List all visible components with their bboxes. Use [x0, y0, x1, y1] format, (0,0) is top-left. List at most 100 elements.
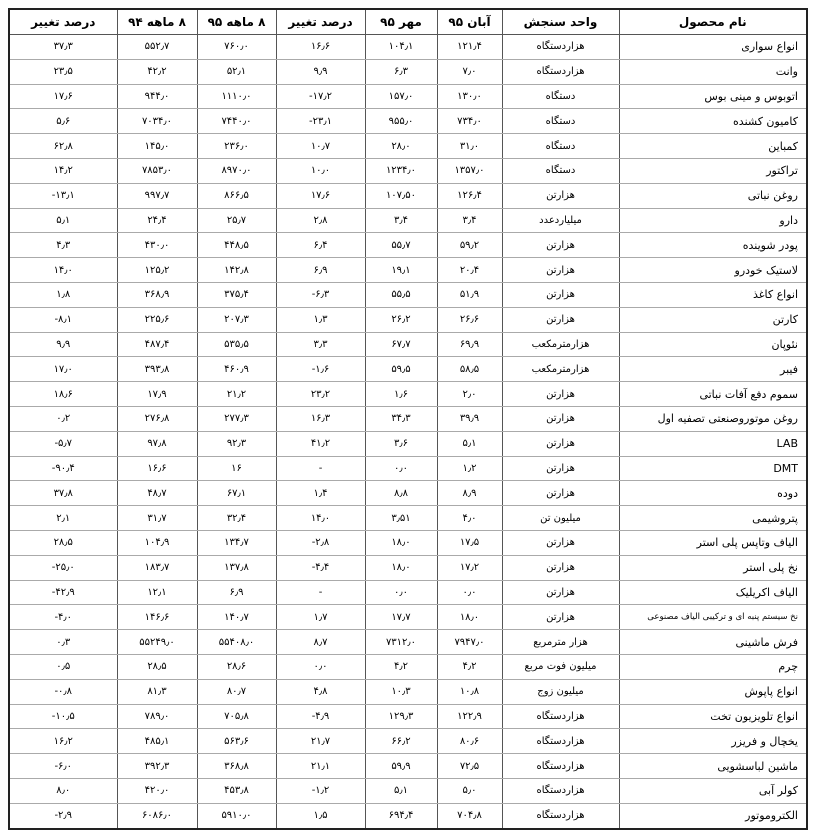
cell-monthly-change: ۲۳٫۲	[275, 381, 366, 407]
cell-mehr-95: ۰٫۰	[364, 580, 438, 606]
cell-unit: دستگاه	[501, 133, 620, 159]
cell-aban-95: ۱۸٫۰	[436, 604, 503, 631]
cell-mehr-95: ۴٫۲	[364, 654, 438, 680]
table-row: سموم دفع آفات نباتی هزارتن ۲٫۰ ۱٫۶ ۲۳٫۲ ۲۱٫۲ ۱…	[8, 381, 808, 407]
cell-unit: هزارتن	[501, 604, 620, 631]
cell-aban-95: ۳۹٫۹	[436, 406, 503, 432]
cell-8-month-95: ۱۶	[196, 456, 277, 482]
cell-8-month-change: -۲٫۹	[8, 803, 118, 830]
cell-aban-95: ۱۲۶٫۴	[436, 183, 503, 209]
table-row: روغن نباتی هزارتن ۱۲۶٫۴ ۱۰۷٫۵۰ ۱۷٫۶ ۸۶۶٫۵ ۹۹۷٫…	[8, 183, 808, 209]
cell-8-month-94: ۲۸٫۵	[116, 654, 198, 680]
cell-product-name: الکتروموتور	[618, 803, 808, 830]
cell-aban-95: ۵۸٫۵	[436, 356, 503, 383]
cell-aban-95: ۱۷٫۵	[436, 530, 503, 556]
cell-8-month-change: -۱۰٫۵	[8, 704, 118, 730]
table-row: نخ سیستم پنبه ای و ترکیبی الیاف مصنوعی هز…	[8, 604, 808, 631]
cell-8-month-95: ۷۰۵٫۸	[196, 704, 277, 730]
table-row: اتوبوس و مینی بوس دستگاه ۱۳۰٫۰ ۱۵۷٫۰ -۱۷٫۲ ۱۱…	[8, 84, 808, 110]
table-row: کمباین دستگاه ۳۱٫۰ ۲۸٫۰ ۱۰٫۷ ۲۳۶٫۰ ۱۴۵٫۰ ۶۲٫۸	[8, 133, 808, 159]
cell-mehr-95: ۶۹۴٫۴	[364, 803, 438, 830]
header-unit: واحد سنجش	[501, 9, 620, 35]
cell-monthly-change: ۶٫۹	[275, 257, 366, 283]
cell-aban-95: ۱۲۱٫۴	[436, 34, 503, 60]
cell-8-month-95: ۱۴۲٫۸	[196, 257, 277, 283]
cell-product-name: پتروشیمی	[618, 505, 808, 531]
cell-product-name: انواع تلویزیون تخت	[618, 704, 808, 730]
cell-product-name: فرش ماشینی	[618, 629, 808, 655]
header-monthly-change: درصد تغییر	[275, 9, 366, 35]
cell-mehr-95: ۳٫۶	[364, 431, 438, 457]
cell-monthly-change: ۱۶٫۳	[275, 406, 366, 432]
cell-8-month-change: -۴٫۰	[8, 604, 118, 631]
cell-8-month-94: ۴۸۷٫۴	[116, 332, 198, 358]
cell-8-month-95: ۲۱٫۲	[196, 381, 277, 407]
cell-product-name: فیبر	[618, 356, 808, 383]
cell-product-name: انواع کاغذ	[618, 282, 808, 308]
table-row: نئوپان هزارمترمکعب ۶۹٫۹ ۶۷٫۷ ۳٫۳ ۵۳۵٫۵ ۴۸۷٫۴ ۹٫…	[8, 332, 808, 358]
cell-monthly-change: ۳٫۳	[275, 332, 366, 358]
cell-8-month-95: ۸۰٫۷	[196, 679, 277, 705]
cell-unit: دستگاه	[501, 108, 620, 135]
cell-8-month-change: ۱۷٫۶	[8, 84, 118, 110]
cell-unit: دستگاه	[501, 84, 620, 110]
cell-8-month-94: ۳۹۳٫۸	[116, 356, 198, 383]
cell-aban-95: ۱۷٫۲	[436, 555, 503, 581]
cell-product-name: کولر آبی	[618, 778, 808, 804]
header-product-name: نام محصول	[618, 9, 808, 35]
cell-monthly-change: -۲٫۸	[275, 530, 366, 556]
cell-8-month-94: ۷۸۵۳٫۰	[116, 158, 198, 184]
cell-product-name: لاستیک خودرو	[618, 257, 808, 283]
cell-8-month-95: ۷۶۰٫۰	[196, 34, 277, 60]
cell-mehr-95: ۲۶٫۲	[364, 307, 438, 333]
cell-8-month-95: ۱۳۴٫۷	[196, 530, 277, 556]
cell-8-month-change: -۹۰٫۴	[8, 456, 118, 482]
cell-8-month-94: ۳۱٫۷	[116, 505, 198, 531]
cell-monthly-change: ۱٫۴	[275, 480, 366, 507]
cell-8-month-94: ۴۸۵٫۱	[116, 728, 198, 755]
cell-monthly-change: ۲۱٫۷	[275, 728, 366, 755]
cell-8-month-94: ۱۴۵٫۰	[116, 133, 198, 159]
cell-mehr-95: ۱۸٫۰	[364, 555, 438, 581]
table-row: یخچال و فریزر هزاردستگاه ۸۰٫۶ ۶۶٫۲ ۲۱٫۷ ۵۶۳٫۶…	[8, 728, 808, 755]
cell-8-month-94: ۳۶۸٫۹	[116, 282, 198, 308]
cell-8-month-95: ۲۸٫۶	[196, 654, 277, 680]
cell-8-month-change: ۹٫۹	[8, 332, 118, 358]
table-row: دارو میلیاردعدد ۳٫۴ ۳٫۴ ۲٫۸ ۲۵٫۷ ۲۴٫۴ ۵٫۱	[8, 208, 808, 234]
cell-mehr-95: ۱۲۹٫۳	[364, 704, 438, 730]
cell-mehr-95: ۸٫۸	[364, 480, 438, 507]
cell-unit: هزاردستگاه	[501, 34, 620, 60]
header-8-month-95: ۸ ماهه ۹۵	[196, 9, 277, 35]
cell-8-month-94: ۸۱٫۳	[116, 679, 198, 705]
cell-aban-95: ۱۰٫۸	[436, 679, 503, 705]
cell-8-month-change: ۲۳٫۵	[8, 59, 118, 85]
cell-8-month-95: ۵۶۳٫۶	[196, 728, 277, 755]
cell-product-name: دوده	[618, 480, 808, 507]
cell-product-name: پودر شوینده	[618, 232, 808, 259]
cell-8-month-94: ۴۳۰٫۰	[116, 232, 198, 259]
cell-mehr-95: ۵۹٫۹	[364, 753, 438, 779]
cell-monthly-change: ۱۰٫۷	[275, 133, 366, 159]
cell-8-month-95: ۲۳۶٫۰	[196, 133, 277, 159]
cell-8-month-94: ۱۸۳٫۷	[116, 555, 198, 581]
cell-8-month-95: ۲۵٫۷	[196, 208, 277, 234]
cell-8-month-94: ۱۲۵٫۲	[116, 257, 198, 283]
cell-unit: هزاردستگاه	[501, 704, 620, 730]
cell-8-month-94: ۷۸۹٫۰	[116, 704, 198, 730]
table-row: وانت هزاردستگاه ۷٫۰ ۶٫۳ ۹٫۹ ۵۲٫۱ ۴۲٫۲ ۲۳٫۵	[8, 59, 808, 85]
table-row: تراکتور دستگاه ۱۳۵۷٫۰ ۱۲۳۴٫۰ ۱۰٫۰ ۸۹۷۰٫۰ ۷۸۵۳٫…	[8, 158, 808, 184]
cell-mehr-95: ۳٫۵۱	[364, 505, 438, 531]
cell-monthly-change: ۰٫۰	[275, 654, 366, 680]
table-row: پتروشیمی میلیون تن ۴٫۰ ۳٫۵۱ ۱۴٫۰ ۳۲٫۴ ۳۱٫۷ ۲٫۱	[8, 505, 808, 531]
table-row: فیبر هزارمترمکعب ۵۸٫۵ ۵۹٫۵ -۱٫۶ ۴۶۰٫۹ ۳۹۳٫۸ ۱۷٫…	[8, 356, 808, 383]
cell-unit: هزارتن	[501, 580, 620, 606]
cell-monthly-change: -	[275, 580, 366, 606]
cell-product-name: الیاف اکریلیک	[618, 580, 808, 606]
cell-8-month-94: ۲۴٫۴	[116, 208, 198, 234]
cell-unit: هزاردستگاه	[501, 728, 620, 755]
cell-unit: هزارتن	[501, 307, 620, 333]
cell-monthly-change: ۱۰٫۰	[275, 158, 366, 184]
cell-product-name: کمباین	[618, 133, 808, 159]
cell-product-name: الیاف وتاپس پلی استر	[618, 530, 808, 556]
cell-product-name: نخ پلی استر	[618, 555, 808, 581]
